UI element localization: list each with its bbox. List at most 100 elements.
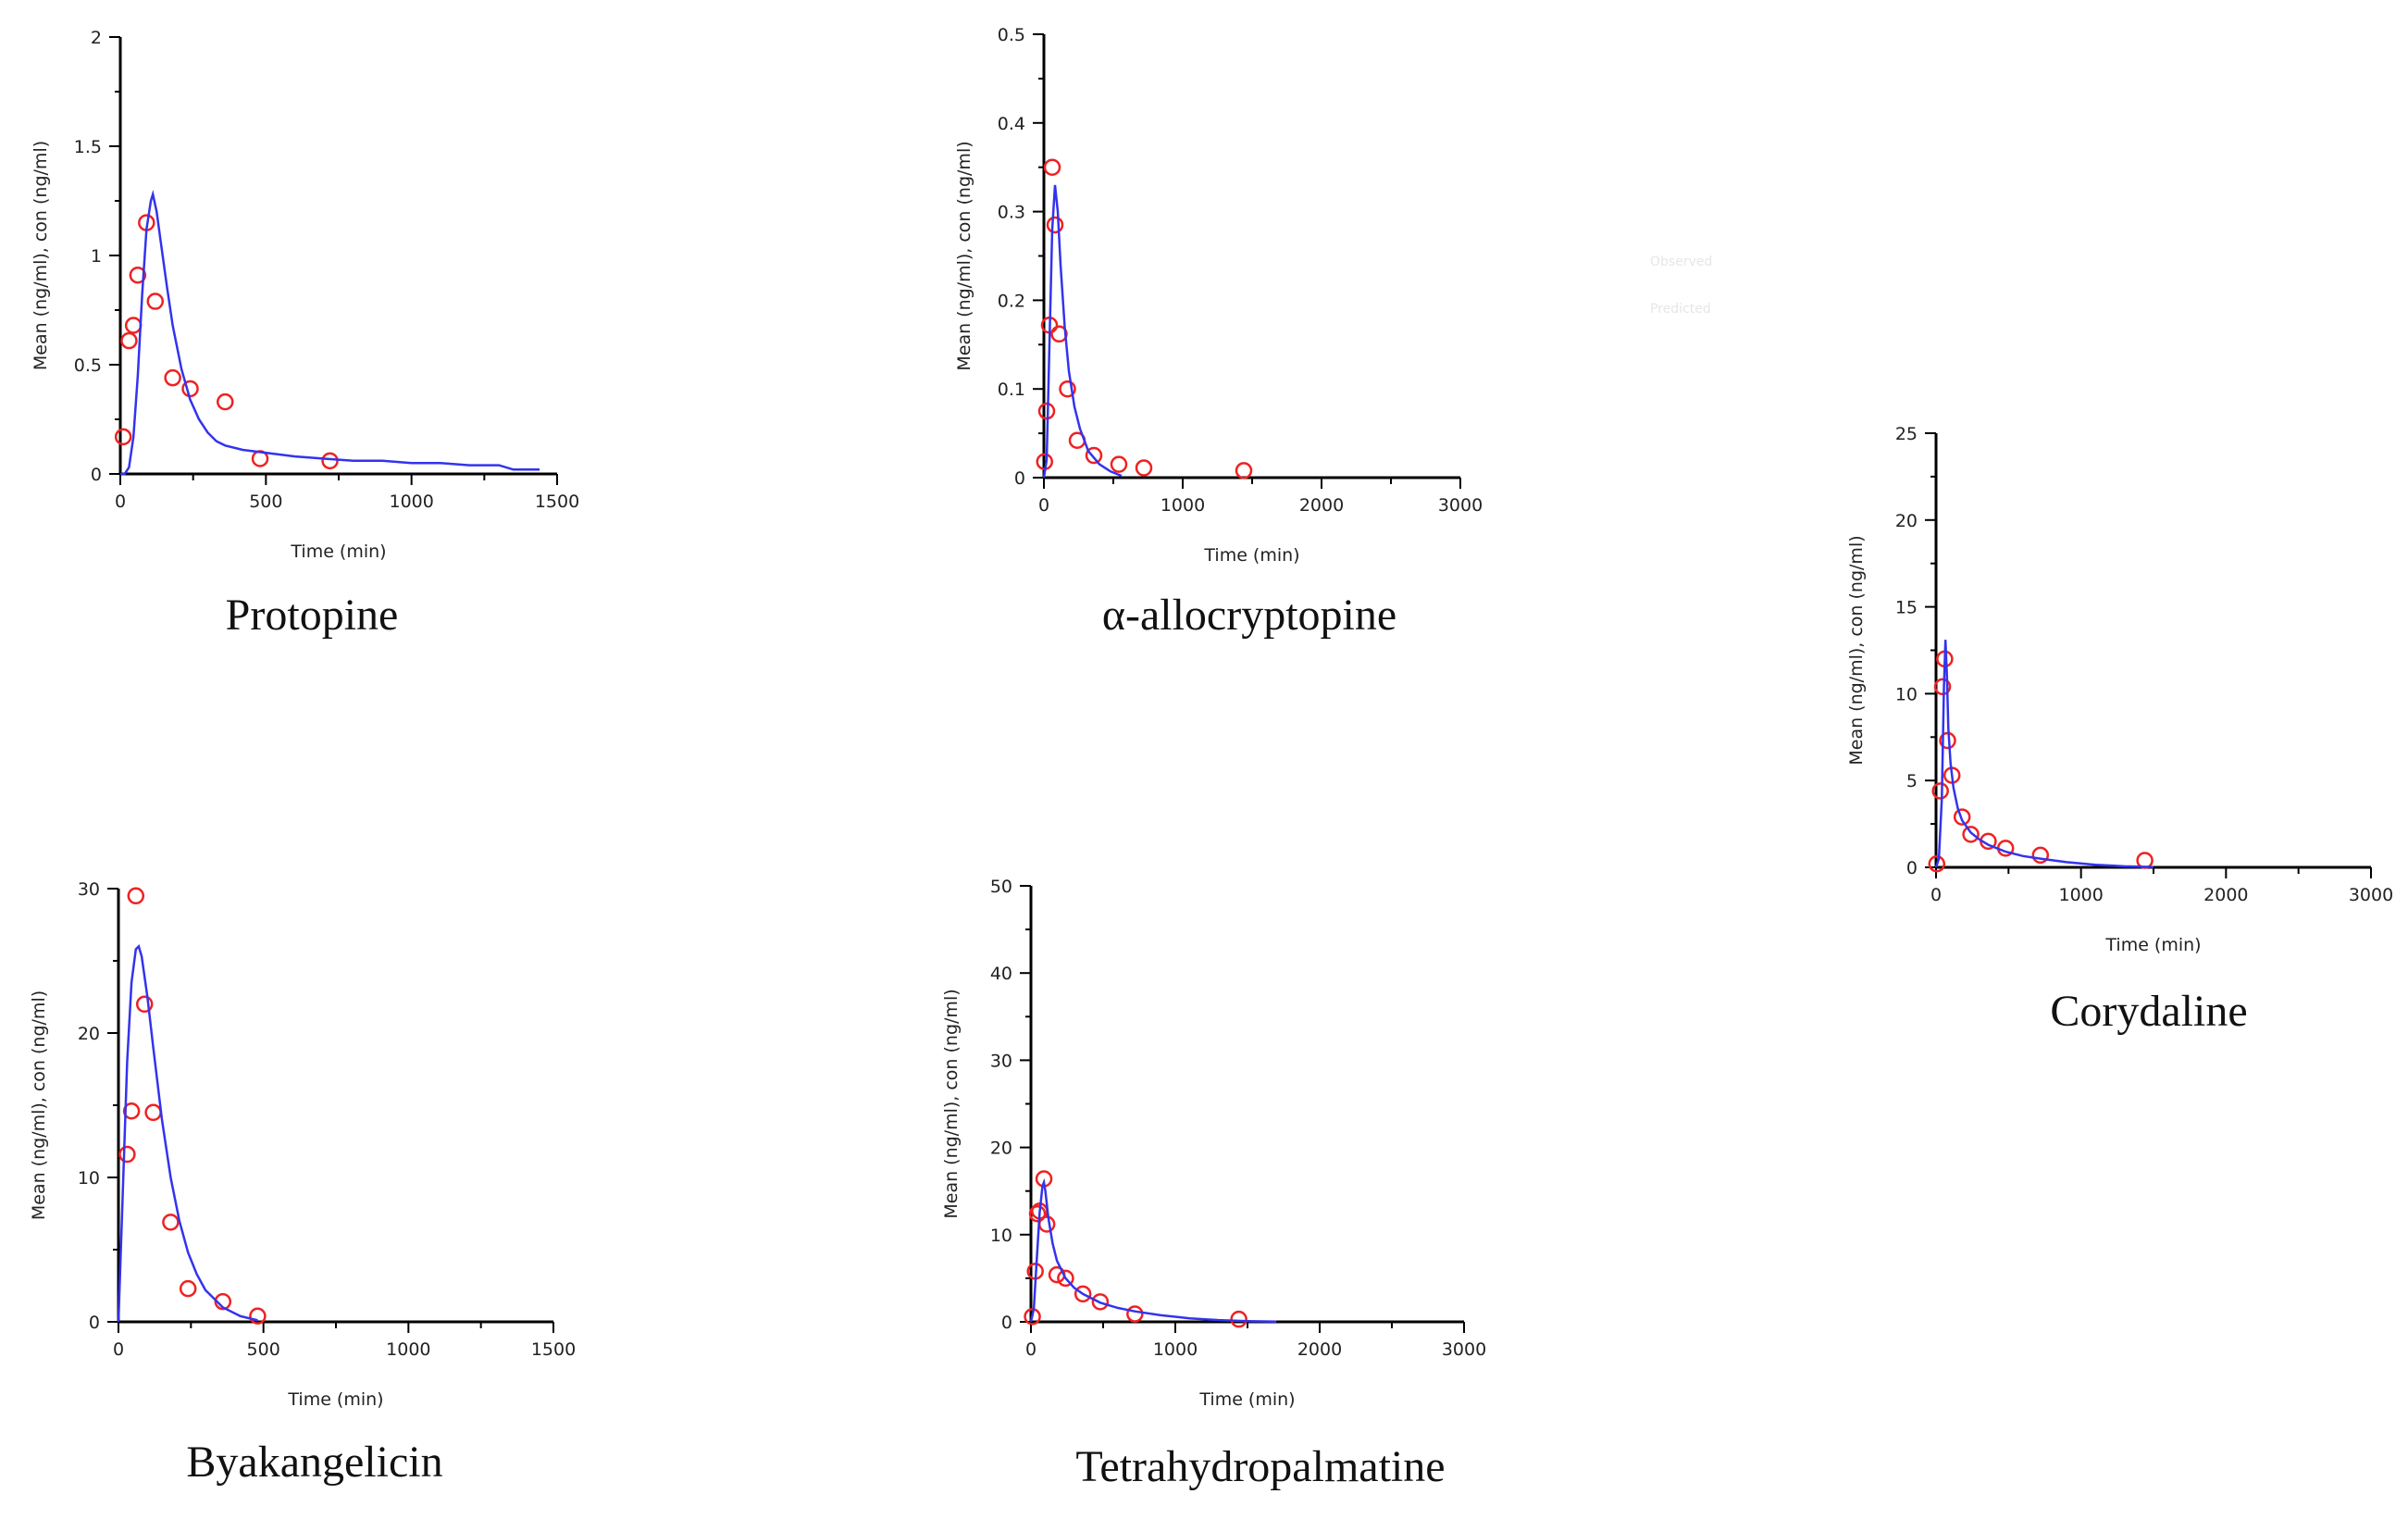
y-tick-label: 0.4	[998, 114, 1025, 134]
y-tick-label: 0	[89, 1313, 100, 1333]
y-tick-label: 10	[990, 1226, 1012, 1246]
observed-point	[118, 1145, 136, 1164]
x-tick-label: 1000	[2058, 885, 2103, 905]
y-tick-label: 20	[990, 1139, 1012, 1159]
y-tick-label: 5	[1906, 771, 1918, 791]
ghost-legend-predicted: Predicted	[1650, 302, 1711, 317]
y-tick-label: 20	[1895, 511, 1918, 531]
y-tick-label: 30	[78, 879, 100, 900]
y-tick-label: 1	[91, 246, 102, 267]
observed-point	[2031, 846, 2050, 865]
observed-point	[114, 428, 132, 446]
x-tick-label: 0	[1930, 885, 1942, 905]
x-tick-label: 2000	[1297, 1339, 1342, 1360]
y-tick-label: 10	[78, 1168, 100, 1189]
y-tick-label: 25	[1895, 424, 1918, 444]
x-axis-title: Time (min)	[1198, 1389, 1295, 1410]
observed-point	[1962, 826, 1980, 843]
y-tick-label: 30	[990, 1051, 1012, 1071]
chart-panel: 0 10 20 30 40 50 0 1000 2000 3000 Time (min) Mean (…	[941, 877, 1486, 1491]
y-axis-title: Mean (ng/ml), con (ng/ml)	[941, 989, 962, 1218]
x-tick-label: 0	[1038, 495, 1049, 516]
y-tick-label: 0	[1906, 858, 1918, 878]
x-tick-label: 3000	[2349, 885, 2393, 905]
predicted-line	[1042, 184, 1123, 479]
x-tick-label: 1500	[531, 1339, 576, 1360]
observed-point	[1953, 808, 1971, 826]
ghost-legend-observed: Observed	[1650, 255, 1712, 269]
y-tick-label: 20	[78, 1024, 100, 1044]
x-tick-label: 3000	[1442, 1339, 1486, 1360]
chart-caption: Corydaline	[2050, 987, 2247, 1036]
y-tick-label: 0	[91, 465, 102, 485]
predicted-line	[120, 189, 540, 476]
y-axis-title: Mean (ng/ml), con (ng/ml)	[29, 990, 49, 1220]
x-tick-label: 500	[247, 1339, 280, 1360]
y-tick-label: 0.3	[998, 203, 1025, 223]
observed-point	[1085, 446, 1103, 465]
y-tick-label: 2	[91, 28, 102, 48]
chart-panel: 0 0.5 1 1.5 2 0 500 1000 1500 Time (min) Mean (ng/…	[31, 28, 579, 640]
observed-point	[164, 368, 181, 387]
observed-point	[162, 1214, 180, 1231]
observed-point	[120, 331, 138, 350]
ghost-legend: Observed Predicted	[1650, 255, 1712, 317]
observed-point	[1091, 1293, 1110, 1311]
y-tick-label: 0.1	[998, 380, 1025, 400]
observed-point	[179, 1279, 197, 1298]
observed-point	[1235, 462, 1253, 479]
observed-point	[135, 995, 154, 1014]
x-tick-label: 0	[113, 1339, 124, 1360]
x-axis-title: Time (min)	[290, 542, 386, 562]
x-axis-title: Time (min)	[2104, 935, 2201, 955]
observed-point	[1043, 158, 1061, 176]
observed-point	[1230, 1310, 1247, 1328]
predicted-line	[117, 944, 258, 1323]
observed-point	[124, 317, 143, 334]
chart-caption: Tetrahydropalmatine	[1075, 1442, 1445, 1491]
observed-point	[1057, 1269, 1074, 1288]
y-tick-label: 15	[1895, 598, 1918, 618]
y-axis-title: Mean (ng/ml), con (ng/ml)	[954, 141, 974, 370]
observed-point	[144, 1103, 162, 1122]
observed-point	[321, 452, 339, 470]
observed-point	[1931, 782, 1949, 800]
y-tick-label: 0.5	[998, 25, 1025, 45]
observed-point	[1135, 459, 1153, 477]
y-tick-label: 40	[990, 964, 1012, 984]
chart-caption: Protopine	[226, 591, 399, 640]
y-tick-label: 0.2	[998, 291, 1025, 311]
observed-point	[1928, 854, 1946, 873]
x-axis-title: Time (min)	[1203, 545, 1299, 566]
observed-point	[146, 293, 165, 310]
chart-caption: Byakangelicin	[186, 1438, 442, 1487]
x-tick-label: 0	[1025, 1339, 1036, 1360]
x-tick-label: 1000	[386, 1339, 430, 1360]
x-tick-label: 1000	[389, 492, 433, 512]
x-tick-label: 1000	[1161, 495, 1205, 516]
observed-point	[1074, 1285, 1092, 1303]
y-tick-label: 1.5	[74, 137, 102, 157]
predicted-line	[1029, 1177, 1277, 1324]
y-tick-label: 10	[1895, 684, 1918, 704]
observed-point	[1050, 325, 1068, 343]
chart-panel: 0 0.1 0.2 0.3 0.4 0.5 0 1000 2000 3000 Time (min) M…	[954, 25, 1483, 640]
y-axis-title: Mean (ng/ml), con (ng/ml)	[31, 141, 51, 370]
y-tick-label: 0.5	[74, 355, 102, 376]
y-tick-label: 0	[1001, 1313, 1012, 1333]
observed-point	[1046, 216, 1064, 234]
observed-point	[1126, 1305, 1144, 1323]
observed-point	[1933, 678, 1952, 696]
observed-point	[1028, 1204, 1047, 1223]
y-tick-label: 50	[990, 877, 1012, 897]
observed-point	[1037, 1215, 1056, 1233]
y-axis-title: Mean (ng/ml), con (ng/ml)	[1846, 535, 1867, 765]
observed-point	[1024, 1308, 1041, 1326]
x-tick-label: 2000	[2203, 885, 2248, 905]
x-tick-label: 1500	[535, 492, 579, 512]
observed-point	[122, 1102, 141, 1120]
x-axis-title: Time (min)	[287, 1389, 383, 1410]
chart-caption: α-allocryptopine	[1102, 591, 1396, 640]
